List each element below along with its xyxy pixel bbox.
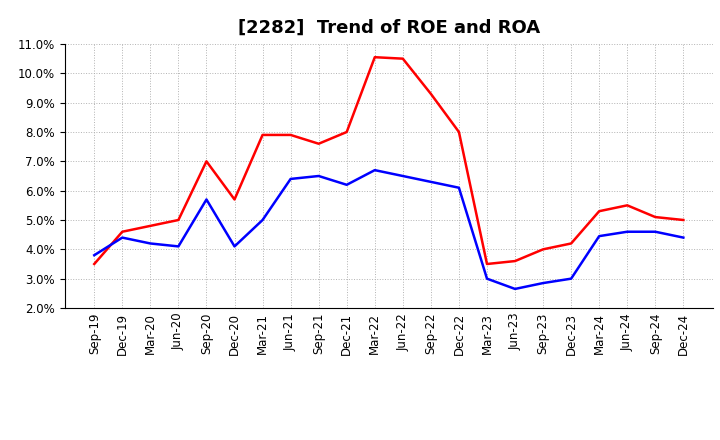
ROA [287, 176, 295, 182]
ROA [230, 244, 239, 249]
ROE [287, 132, 295, 138]
ROE [679, 217, 688, 223]
ROA [426, 179, 435, 184]
Line: ROE: ROE [94, 57, 683, 264]
ROE [258, 132, 267, 138]
ROA [90, 253, 99, 258]
ROE [230, 197, 239, 202]
ROA [679, 235, 688, 240]
ROE [202, 159, 211, 164]
ROE [371, 55, 379, 60]
Line: ROA: ROA [94, 170, 683, 289]
ROA [258, 217, 267, 223]
Title: [2282]  Trend of ROE and ROA: [2282] Trend of ROE and ROA [238, 19, 540, 37]
ROA [398, 173, 407, 179]
ROA [371, 168, 379, 173]
ROE [118, 229, 127, 235]
ROE [539, 247, 547, 252]
ROA [118, 235, 127, 240]
ROE [623, 203, 631, 208]
ROA [482, 276, 491, 281]
ROE [426, 91, 435, 96]
ROE [174, 217, 183, 223]
ROE [651, 214, 660, 220]
ROE [90, 261, 99, 267]
ROE [315, 141, 323, 147]
ROA [539, 280, 547, 286]
ROA [202, 197, 211, 202]
ROA [510, 286, 519, 292]
ROE [595, 209, 603, 214]
ROA [651, 229, 660, 235]
ROA [567, 276, 575, 281]
ROE [510, 258, 519, 264]
ROE [398, 56, 407, 61]
ROA [146, 241, 155, 246]
ROA [343, 182, 351, 187]
ROA [174, 244, 183, 249]
ROE [482, 261, 491, 267]
ROE [343, 129, 351, 135]
ROA [454, 185, 463, 191]
ROE [454, 129, 463, 135]
ROE [146, 223, 155, 228]
ROA [623, 229, 631, 235]
ROE [567, 241, 575, 246]
ROA [595, 234, 603, 239]
ROA [315, 173, 323, 179]
